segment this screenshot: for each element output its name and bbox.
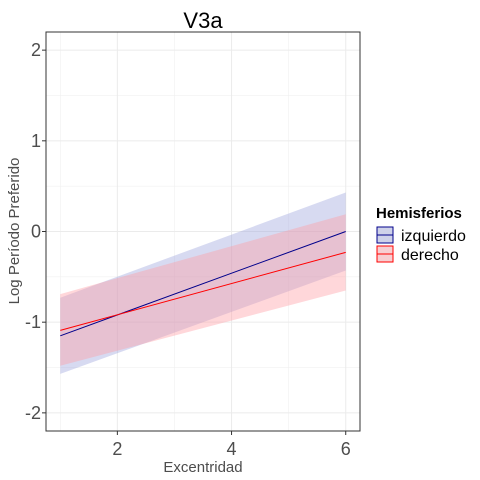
confidence-band-derecho [60, 214, 346, 366]
y-axis-label: Log Período Preferido [6, 158, 23, 305]
x-tick-label: 2 [112, 439, 122, 459]
fit-line-derecho [60, 251, 346, 331]
x-tick-label: 6 [341, 439, 351, 459]
y-tick-label: 0 [31, 222, 41, 242]
legend: Hemisferios izquierdo derecho [376, 205, 466, 264]
y-tick-label: 2 [31, 40, 41, 60]
y-axis-ticks: -2 -1 0 1 2 [25, 40, 46, 423]
legend-label-izquierdo: izquierdo [401, 228, 466, 245]
chart-title: V3a [183, 8, 223, 33]
y-tick-label: 1 [31, 131, 41, 151]
legend-label-derecho: derecho [401, 247, 459, 264]
fit-lines [60, 231, 346, 337]
x-tick-label: 4 [227, 439, 237, 459]
legend-title: Hemisferios [376, 205, 462, 222]
x-axis-label: Excentridad [163, 459, 242, 476]
y-tick-label: -1 [25, 312, 41, 332]
fit-line-izquierdo [60, 231, 346, 337]
y-tick-label: -2 [25, 403, 41, 423]
x-axis-ticks: 2 4 6 [112, 431, 351, 459]
